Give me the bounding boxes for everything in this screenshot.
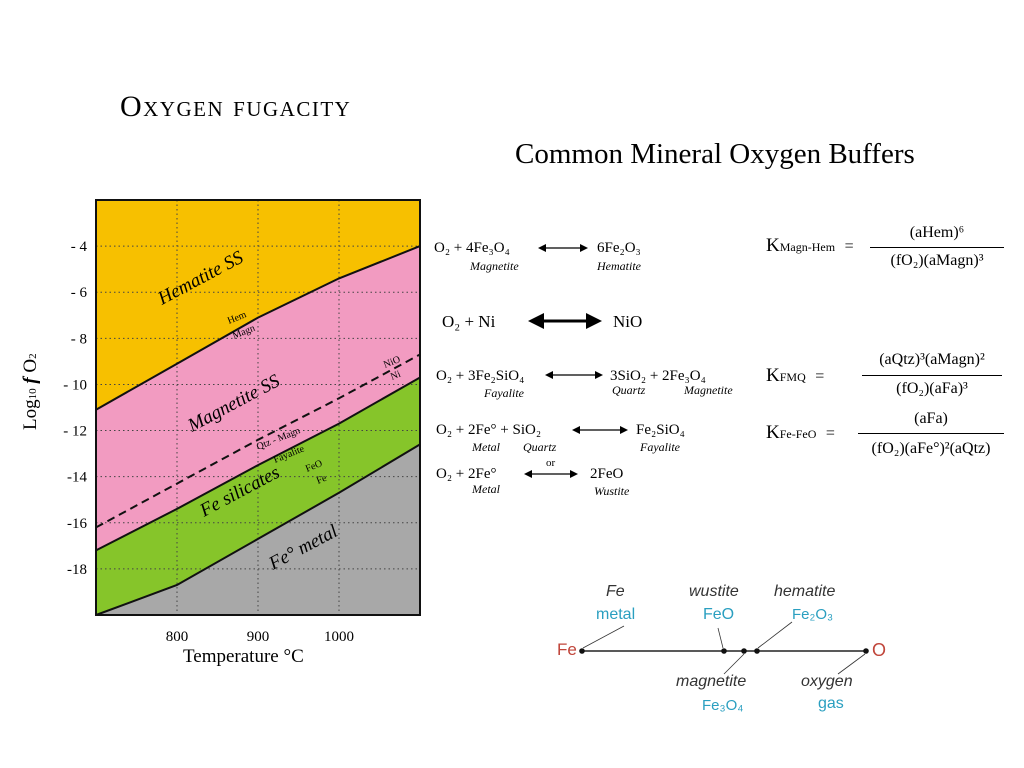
scale-label-oxygen: oxygen: [801, 673, 853, 690]
reaction-2-right: NiO: [613, 312, 643, 331]
reaction-5-arrow-note: or: [546, 457, 556, 469]
oxidation-scale-dot: [579, 648, 585, 654]
scale-pointer-fe2o3: [757, 621, 793, 649]
y-tick-label: - 8: [71, 331, 87, 347]
scale-label-magnetite: magnetite: [676, 673, 747, 690]
x-axis-title: Temperature °C: [183, 646, 304, 667]
scale-end-fe: Fe: [557, 640, 577, 659]
scale-label-fe: Fe: [606, 583, 625, 600]
reaction-3-right: 3SiO₂ + 2Fe₃O₄: [610, 368, 706, 384]
k-fe-feo-fraction-bar: [858, 433, 1004, 434]
reaction-3-left-note: Fayalite: [484, 386, 524, 400]
reaction-4-right-note: Fayalite: [640, 440, 680, 454]
k-fmq: KFMQ =: [766, 365, 825, 386]
scale-label-fe2o3: Fe₂O₃: [792, 606, 834, 623]
reaction-5-right-note: Wustite: [594, 484, 630, 498]
k-fe-feo: KFe-FeO =: [766, 422, 835, 443]
y-tick-label: -16: [67, 516, 87, 532]
reaction-5-left: O₂ + 2Fe°: [436, 466, 497, 482]
reaction-arrow-1-head-left: [538, 244, 546, 252]
buffer-hem-magn-line: [95, 245, 421, 411]
reaction-2-left: O₂ + Ni: [442, 312, 496, 331]
reaction-arrow-4-head-right: [620, 426, 628, 434]
slide-title: Oxygen fugacity: [120, 90, 352, 123]
y-tick-label: - 6: [71, 285, 88, 301]
oxidation-scale-dot: [863, 648, 869, 654]
x-tick-label: 900: [247, 629, 270, 645]
reaction-1-left: O₂ + 4Fe₃O₄: [434, 240, 510, 256]
y-tick-label: -14: [67, 470, 87, 486]
scale-label-hematite: hematite: [774, 583, 836, 600]
reaction-1-left-note: Magnetite: [470, 259, 519, 273]
k-fmq-fraction-bar: [862, 375, 1002, 376]
reaction-4-left-note-1: Metal: [472, 440, 500, 454]
x-tick-label: 800: [166, 629, 189, 645]
reaction-arrow-2-head-left: [528, 313, 544, 329]
scale-pointer-feo: [717, 627, 724, 649]
scale-label-wustite: wustite: [689, 583, 739, 600]
k-magn-hem-numerator: (aHem)⁶: [909, 224, 965, 241]
x-tick-label: 1000: [324, 629, 354, 645]
k-fmq-denominator: (fO₂)(aFa)³: [896, 380, 968, 397]
k-fe-feo-numerator: (aFa): [914, 410, 948, 427]
reaction-3-right-note-2: Magnetite: [684, 383, 733, 397]
buffer-nio-ni-line: [95, 353, 421, 529]
reaction-1-right-note: Hematite: [597, 259, 641, 273]
buffer-label-lower-feo-fe: Fe: [315, 473, 329, 487]
oxidation-scale-dot: [721, 648, 727, 654]
k-magn-hem-fraction-bar: [870, 247, 1004, 248]
y-axis-title: Log10 f O2: [20, 353, 41, 430]
reaction-1-right: 6Fe₂O₃: [597, 240, 641, 256]
buffer-feo-fe-line: [95, 443, 421, 616]
y-tick-label: - 4: [71, 239, 88, 255]
scale-label-gas: gas: [818, 695, 844, 712]
reaction-arrow-3-head-right: [595, 371, 603, 379]
reaction-3-right-note-1: Quartz: [612, 383, 646, 397]
reaction-3-left: O₂ + 3Fe₂SiO₄: [436, 368, 525, 384]
reaction-arrow-1-head-right: [580, 244, 588, 252]
k-magn-hem-denominator: (fO₂)(aMagn)³: [890, 252, 984, 269]
reaction-arrow-5-head-left: [524, 470, 532, 478]
k-fmq-numerator: (aQtz)³(aMagn)²: [879, 351, 985, 368]
k-fe-feo-denominator: (fO₂)(aFe°)²(aQtz): [871, 440, 991, 457]
reaction-arrow-3-head-left: [545, 371, 553, 379]
reaction-4-left-note-2: Quartz: [523, 440, 557, 454]
scale-pointer-gas: [837, 653, 866, 675]
chart-frame: [95, 199, 421, 616]
oxidation-scale-dot: [741, 648, 747, 654]
buffer-fmq-line: [95, 376, 421, 552]
oxidation-scale-dot: [754, 648, 760, 654]
reaction-5-left-note: Metal: [472, 482, 500, 496]
reaction-4-left: O₂ + 2Fe° + SiO₂: [436, 422, 542, 438]
slide-subtitle: Common Mineral Oxygen Buffers: [515, 138, 915, 170]
y-tick-label: - 10: [63, 377, 87, 393]
scale-pointer-fe3o4: [723, 653, 745, 675]
scale-pointer-metal: [582, 625, 625, 649]
buffer-label-lower-nio-ni: Ni: [389, 369, 403, 383]
reaction-4-right: Fe₂SiO₄: [636, 422, 685, 438]
reaction-arrow-5-head-right: [570, 470, 578, 478]
k-magn-hem: KMagn-Hem =: [766, 235, 854, 256]
reaction-5-right: 2FeO: [590, 466, 624, 482]
y-tick-label: -18: [67, 562, 87, 578]
y-tick-label: - 12: [63, 424, 87, 440]
reaction-arrow-2-head-right: [586, 313, 602, 329]
scale-label-feo: FeO: [703, 606, 735, 623]
reaction-arrow-4-head-left: [572, 426, 580, 434]
scale-label-fe3o4: Fe₃O₄: [702, 697, 744, 714]
scale-end-o: O: [872, 640, 887, 660]
scale-label-metal: metal: [596, 606, 636, 623]
